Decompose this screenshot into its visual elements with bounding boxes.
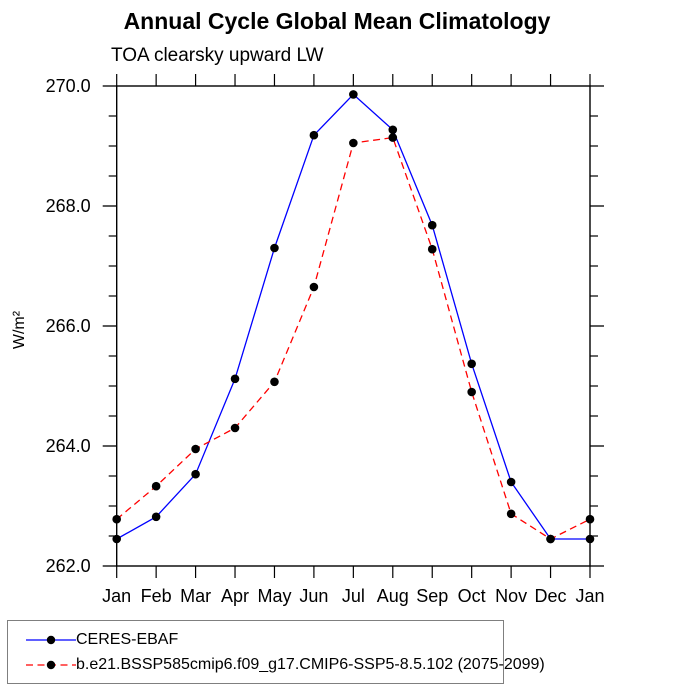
data-point-s0 [506,477,516,487]
data-point-s0 [270,243,279,253]
legend-marker-dot-icon [46,635,56,644]
legend-item-model: b.e21.BSSP585cmip6.f09_g17.CMIP6-SSP5-8.… [26,656,545,674]
legend-line-dashed [26,660,76,669]
x-tick-label: Jul [342,586,365,606]
x-tick-label: Nov [495,586,527,606]
x-tick-label: Jan [102,586,131,606]
x-tick-label: Aug [377,586,409,606]
data-point-s1 [388,133,398,142]
plot-area: 262.0 264.0 266.0 268.0 270.0 Jan Feb Mar Apr May… [46,74,605,606]
data-point-s1 [309,282,319,292]
data-point-s1 [546,534,555,544]
data-point-s0 [349,90,358,99]
x-tick-label: Jun [299,586,328,606]
data-point-s0 [467,359,476,369]
data-point-s1 [506,509,516,519]
legend-line-solid [26,635,76,644]
x-tick-label: May [257,586,291,606]
data-point-s0 [427,220,437,230]
x-tick-label: Sep [416,586,448,606]
data-point-s0 [585,534,595,544]
y-tick-label: 264.0 [46,436,91,456]
x-tick-label: Feb [141,586,172,606]
y-tick-label: 266.0 [46,316,91,336]
data-point-s0 [388,125,398,135]
data-point-s0 [112,534,121,544]
y-tick-label: 262.0 [46,556,91,576]
series-line-0 [116,93,590,540]
chart-title: Annual Cycle Global Mean Climatology [123,8,551,34]
data-point-s1 [585,514,595,524]
legend-label-ceres: CERES-EBAF [76,630,179,648]
data-point-s1 [151,481,161,491]
x-tick-label: Oct [458,586,486,606]
data-point-s1 [270,377,279,387]
legend-item-ceres: CERES-EBAF [26,631,503,649]
x-tick-label: Apr [221,586,249,606]
data-point-s1 [191,444,200,454]
data-point-s0 [230,374,240,384]
data-point-s1 [467,387,476,397]
x-tick-label: Dec [535,586,567,606]
x-tick-label: Mar [180,586,211,606]
chart-subtitle: TOA clearsky upward LW [111,45,324,66]
series-line-1 [116,136,591,540]
data-point-s0 [191,469,200,479]
data-point-s1 [427,244,437,254]
legend-marker-dot-icon [46,660,56,669]
data-point-s0 [309,130,319,140]
legend-box: CERES-EBAF b.e21.BSSP585cmip6.f09_g17.CM… [7,620,545,684]
data-point-s1 [112,514,121,524]
y-tick-label: 270.0 [46,76,91,96]
data-point-s0 [151,512,161,522]
data-point-s1 [230,423,240,433]
data-point-s1 [349,138,358,148]
legend-label-model: b.e21.BSSP585cmip6.f09_g17.CMIP6-SSP5-8.… [76,655,545,673]
y-tick-label: 268.0 [46,196,91,216]
x-tick-label: Jan [575,586,604,606]
